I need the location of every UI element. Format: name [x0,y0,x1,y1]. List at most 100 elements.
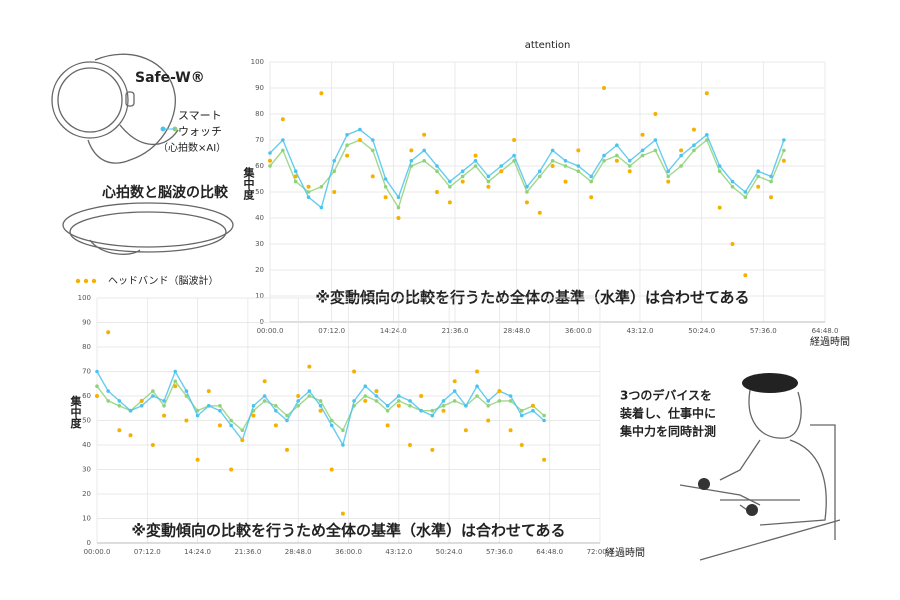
x-tick-label: 21:36.0 [442,327,469,335]
data-point [602,159,606,163]
data-point [717,164,722,168]
data-point [499,169,504,174]
data-point [332,190,337,194]
data-point [306,190,311,194]
y-tick-label: 10 [82,515,91,523]
x-tick-label: 07:12.0 [318,327,345,335]
data-point [781,158,786,163]
data-point [730,185,735,189]
data-point [319,185,324,189]
legend-label: ウォッチ [178,125,222,138]
data-point [447,200,452,205]
data-point [280,117,285,122]
data-point [396,205,401,210]
x-tick-label: 50:24.0 [688,327,715,335]
data-point [307,394,312,398]
data-point [128,433,133,438]
x-tick-label: 14:24.0 [380,327,407,335]
data-point [743,273,748,278]
data-point [358,127,362,132]
x-tick-label: 72:00.0 [587,548,614,556]
headband-illustration [62,202,234,255]
data-point [730,179,735,184]
data-point [268,158,272,163]
data-point [519,413,524,418]
data-point [512,138,517,142]
data-point [435,169,439,173]
x-tick-label: 43:12.0 [627,327,654,335]
data-point [508,399,513,403]
x-axis-label: 経過時間 [810,335,850,348]
data-point [512,153,516,158]
data-point [385,423,390,428]
y-tick-label: 50 [255,188,264,196]
data-point [370,174,375,179]
data-point [106,399,110,403]
data-point [422,132,427,137]
data-point [251,404,256,408]
data-point [475,394,479,398]
x-tick-label: 28:48.0 [503,327,530,335]
data-point [679,164,683,168]
data-point [475,384,479,389]
data-point [363,394,368,398]
data-point [519,408,524,413]
data-point [524,200,529,205]
data-point [530,403,535,408]
data-point [615,143,619,147]
data-point [704,91,709,96]
data-point [430,413,435,418]
data-point [537,210,542,215]
data-point [512,159,516,163]
data-point [576,169,581,173]
data-point [184,394,189,398]
data-point [318,408,323,413]
data-point [345,153,350,158]
caption: 3つのデバイスを [620,388,712,403]
x-tick-label: 50:24.0 [436,548,463,556]
y-tick-label: 20 [255,266,264,274]
data-point [497,389,502,394]
y-tick-label: 60 [255,162,264,170]
data-point [430,447,435,452]
y-tick-label: 10 [255,292,264,300]
x-tick-label: 57:36.0 [750,327,777,335]
watch-illustration [51,53,179,164]
data-point [627,159,632,163]
data-point [550,159,555,163]
data-point [422,159,426,163]
data-point [268,164,272,168]
x-axis-label: 経過時間 [605,546,645,559]
data-point [691,127,696,132]
data-point [345,143,349,147]
y-tick-label: 30 [82,466,91,474]
data-point [319,205,324,210]
data-point [206,389,211,394]
legend-dot [91,278,97,284]
data-point [550,164,555,168]
data-point [374,399,379,403]
data-point [627,164,632,168]
data-point [195,408,200,413]
data-point [184,389,189,393]
y-tick-label: 0 [87,539,91,547]
data-point [240,438,245,443]
data-point [329,467,334,472]
data-point [679,148,684,153]
x-tick-label: 28:48.0 [285,548,312,556]
data-point [537,169,542,173]
data-point [782,148,786,153]
y-tick-label: 70 [82,368,91,376]
data-point [508,394,513,398]
data-point [589,179,593,184]
y-tick-label: 90 [255,84,264,92]
data-point [341,443,345,447]
data-point [329,418,334,423]
data-point [589,174,593,179]
x-tick-label: 43:12.0 [385,548,412,556]
data-point [218,404,222,408]
data-point [615,153,619,158]
data-point [268,151,272,155]
